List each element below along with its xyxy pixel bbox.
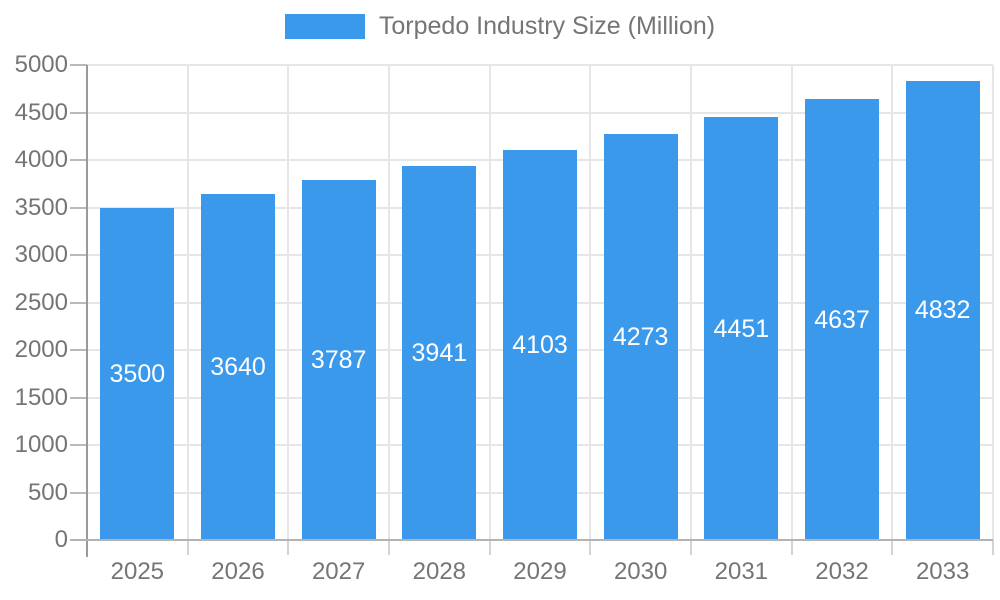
bar: [201, 194, 275, 540]
x-axis-label: 2027: [311, 558, 366, 585]
x-axis-label: 2030: [613, 558, 668, 585]
bar-value-label: 4451: [713, 314, 770, 343]
y-axis-label: 500: [27, 478, 68, 506]
y-axis-label: 3000: [14, 241, 68, 268]
bar: [905, 80, 980, 540]
y-axis-line: [86, 65, 88, 557]
x-axis-tick: [287, 540, 290, 555]
x-gridline: [790, 65, 793, 540]
y-axis-tick: [70, 301, 87, 304]
y-axis-tick: [70, 491, 87, 494]
y-axis-label: 4500: [14, 98, 68, 126]
x-axis-label: 2028: [412, 558, 467, 585]
y-axis-tick: [70, 64, 87, 66]
bar: [503, 150, 577, 540]
y-axis-label: 4000: [14, 146, 68, 173]
x-axis-label: 2033: [915, 558, 970, 585]
y-axis-label: 3500: [14, 193, 68, 221]
x-gridline: [186, 65, 189, 540]
x-gridline: [388, 65, 390, 540]
x-gridline: [287, 65, 290, 540]
x-gridline: [589, 65, 592, 540]
x-gridline: [891, 65, 894, 540]
x-gridline: [992, 65, 994, 540]
y-axis-label: 2500: [14, 288, 68, 316]
y-axis-label: 5000: [14, 51, 68, 78]
bar-value-label: 3500: [109, 359, 166, 388]
bar: [301, 180, 376, 540]
y-axis-tick: [70, 111, 87, 114]
bar-value-label: 4637: [814, 305, 870, 334]
x-axis-label: 2026: [211, 558, 265, 585]
x-axis-tick: [690, 540, 692, 555]
x-axis-tick: [790, 540, 793, 555]
chart-legend: Torpedo Industry Size (Million): [0, 12, 1000, 41]
legend-swatch-icon: [284, 14, 365, 39]
x-axis-tick: [891, 540, 894, 555]
bar-value-label: 4273: [612, 323, 669, 352]
legend-item[interactable]: Torpedo Industry Size (Million): [284, 12, 716, 41]
bar-value-label: 3640: [210, 353, 266, 382]
y-axis-tick: [70, 206, 87, 209]
y-gridline: [87, 111, 993, 114]
y-axis-tick: [70, 254, 87, 256]
x-axis-label: 2032: [815, 558, 869, 585]
bar: [402, 165, 477, 540]
bar: [805, 99, 879, 540]
x-axis-tick: [186, 540, 189, 555]
x-axis-tick: [388, 540, 390, 555]
legend-label: Torpedo Industry Size (Million): [378, 12, 716, 40]
bar: [603, 134, 678, 540]
x-axis-tick: [488, 540, 491, 555]
y-axis-label: 2000: [14, 336, 68, 363]
x-axis-label: 2029: [513, 558, 567, 585]
x-axis-tick: [992, 540, 994, 555]
x-axis-label: 2031: [714, 558, 769, 585]
x-axis-label: 2025: [110, 558, 165, 585]
y-axis-label: 1000: [14, 431, 68, 458]
bar-value-label: 4832: [914, 296, 971, 325]
y-axis-label: 1500: [14, 383, 68, 411]
x-gridline: [488, 65, 491, 540]
x-axis-line: [70, 539, 993, 541]
y-axis-tick: [70, 444, 87, 446]
y-axis-label: 0: [54, 526, 68, 553]
y-axis-tick: [70, 159, 87, 161]
bar: [100, 207, 175, 540]
bar-value-label: 3787: [310, 346, 367, 375]
x-axis-tick: [589, 540, 592, 555]
y-gridline: [87, 64, 993, 66]
bar-value-label: 4103: [512, 331, 568, 360]
y-axis-tick: [70, 396, 87, 399]
x-gridline: [690, 65, 692, 540]
y-axis-tick: [70, 349, 87, 351]
bar: [704, 117, 779, 540]
bar-value-label: 3941: [411, 338, 468, 367]
